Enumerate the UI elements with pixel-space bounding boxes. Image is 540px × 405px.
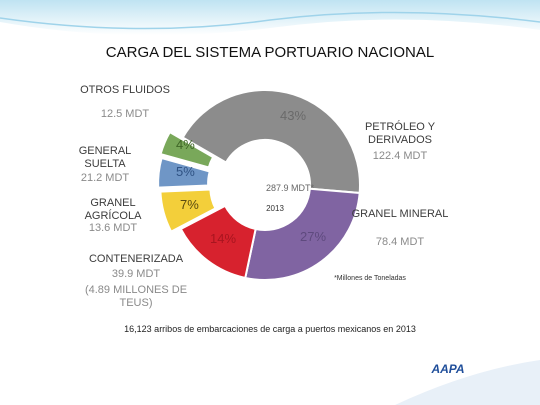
amount-label: 78.4 MDT [375, 236, 425, 248]
caption: 16,123 arribos de embarcaciones de carga… [124, 324, 416, 334]
donut-slice [159, 188, 217, 233]
category-label: CONTENERIZADA [88, 253, 184, 265]
header-wave [0, 0, 540, 36]
value-label: 7% [180, 197, 199, 212]
category-label: OTROS FLUIDOS [80, 84, 170, 96]
total-label: 287.9 MDT* [265, 183, 315, 193]
footnote: *Millones de Toneladas [334, 275, 406, 282]
value-label: 14% [210, 231, 237, 246]
chart-title: CARGA DEL SISTEMA PORTUARIO NACIONAL [105, 44, 435, 61]
logo: AAPA [431, 362, 465, 376]
donut-slice [157, 156, 211, 189]
header-line [0, 11, 540, 30]
amount-label: 13.6 MDT [88, 222, 138, 234]
container-note: (4.89 MILLONES DE TEUS) [84, 284, 188, 309]
amount-label: 21.2 MDT [80, 172, 130, 184]
category-label: PETRÓLEO Y DERIVADOS [364, 121, 436, 146]
category-label: GENERAL SUELTA [78, 145, 132, 170]
amount-label: 12.5 MDT [100, 108, 150, 120]
donut-slice [181, 89, 361, 195]
donut-slice [179, 204, 257, 280]
year-label: 2013 [266, 204, 284, 213]
donut-slice [244, 187, 361, 281]
category-label: GRANEL AGRÍCOLA [84, 197, 142, 222]
amount-label: 39.9 MDT [111, 268, 161, 280]
amount-label: 122.4 MDT [372, 150, 428, 162]
value-label: 4% [176, 137, 195, 152]
category-label: GRANEL MINERAL [351, 208, 449, 220]
value-label: 43% [280, 108, 307, 123]
value-label: 27% [300, 229, 327, 244]
donut-slice [159, 130, 215, 169]
footer-wave [395, 360, 540, 405]
value-label: 5% [176, 164, 195, 179]
